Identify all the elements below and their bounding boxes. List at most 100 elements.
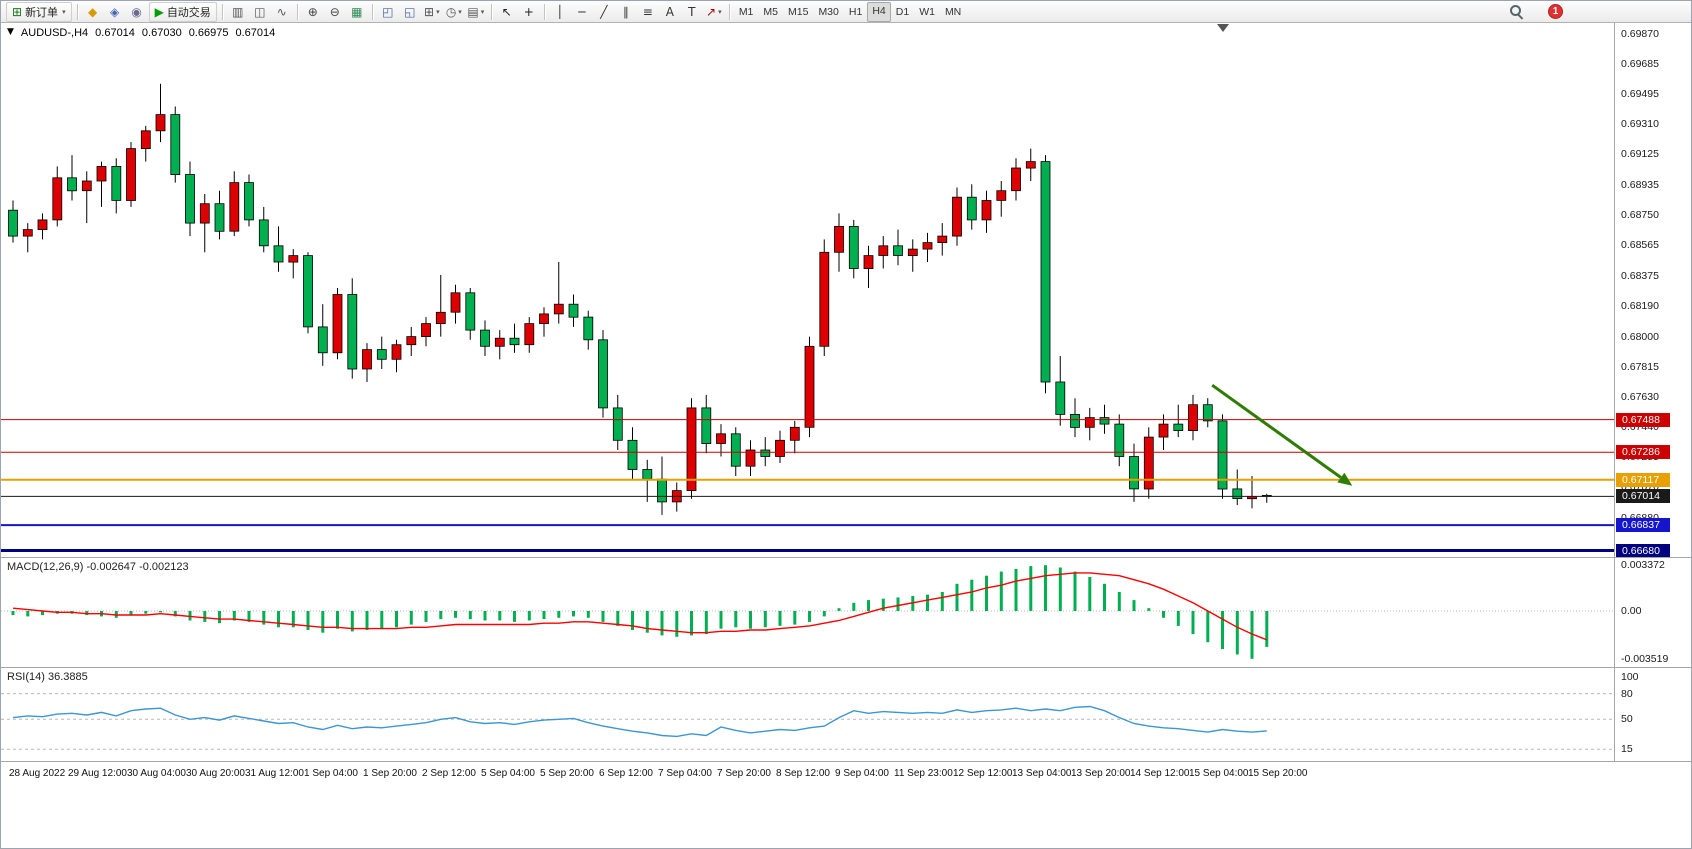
candle-body: [612, 407, 623, 441]
tile-windows-button[interactable]: ◰: [378, 3, 398, 21]
candle-body: [553, 303, 564, 315]
macd-histogram-bar: [999, 571, 1003, 611]
candle-body: [199, 203, 210, 224]
macd-histogram-bar: [1073, 571, 1077, 611]
fibonacci-button[interactable]: ≡: [638, 3, 658, 21]
macd-histogram-bar: [1014, 568, 1018, 611]
candle-body: [686, 407, 697, 491]
search-icon[interactable]: [1509, 4, 1524, 19]
timeframe-m1[interactable]: M1: [738, 5, 754, 18]
notification-badge[interactable]: 1: [1548, 4, 1563, 19]
arrows-icon: ↗: [706, 4, 717, 19]
macd-canvas[interactable]: [1, 558, 1614, 668]
main-chart-canvas[interactable]: [1, 23, 1614, 557]
candle-body: [745, 449, 756, 467]
candle-body: [981, 200, 992, 221]
new-chart-button[interactable]: ⊞ ▾: [422, 3, 442, 21]
price-level-badge: 0.66837: [1616, 518, 1670, 532]
timeframe-m5[interactable]: M5: [763, 5, 778, 18]
macd-histogram-bar: [513, 611, 516, 622]
timeframe-m30[interactable]: M30: [818, 5, 839, 18]
timeframe-mn[interactable]: MN: [944, 5, 962, 18]
vertical-line-icon: │: [556, 4, 564, 19]
price-axis: 0.69870 0.69685 0.69495 0.69310 0.69125 0.689…: [1614, 23, 1691, 558]
price-axis-label: 0.69685: [1621, 58, 1659, 70]
candle-body: [893, 245, 903, 256]
candle-body: [450, 292, 461, 313]
macd-histogram-bar: [1044, 565, 1047, 611]
macd-histogram-bar: [1250, 611, 1254, 659]
macd-name: MACD(12,26,9): [7, 561, 84, 573]
candle-body: [126, 148, 136, 201]
tile-grid-button[interactable]: ▦: [347, 3, 367, 21]
timeframe-m15[interactable]: M15: [788, 5, 809, 18]
candle-body: [716, 433, 726, 444]
candle-body: [1202, 404, 1213, 422]
timeframe-w1[interactable]: W1: [919, 5, 935, 18]
templates-button[interactable]: ▤ ▾: [466, 3, 486, 21]
bar-chart-mode-button[interactable]: ▥: [228, 3, 248, 21]
collapse-icon[interactable]: ▼: [7, 27, 14, 37]
terminal-button[interactable]: ◉: [127, 3, 147, 21]
rsi-name: RSI(14): [7, 671, 45, 683]
toolbar-separator: [221, 3, 223, 20]
candle-chart-mode-button[interactable]: ◫: [250, 3, 270, 21]
toolbar-separator: [296, 3, 298, 20]
candle-body: [37, 219, 48, 230]
candle-body: [1070, 413, 1080, 428]
zoom-out-icon: ⊖: [329, 4, 340, 19]
new-order-button[interactable]: ⊞ 新订单 ▾: [6, 1, 72, 22]
zoom-out-button[interactable]: ⊖: [325, 3, 345, 21]
candle-body: [1143, 436, 1154, 490]
equidistant-channel-button[interactable]: ∥: [616, 3, 636, 21]
crosshair-button[interactable]: +: [519, 3, 539, 21]
macd-histogram-bar: [1132, 600, 1136, 611]
macd-signal-line: [12, 572, 1268, 641]
price-axis-label: 0.68935: [1621, 179, 1659, 191]
candle-body: [273, 245, 284, 263]
chart-shift-marker[interactable]: [1217, 24, 1229, 32]
cursor-button[interactable]: ↖: [497, 3, 517, 21]
candle-body: [922, 242, 933, 250]
new-chart-icon: ⊞: [424, 4, 435, 19]
candle-body: [258, 219, 269, 247]
candle-body: [214, 203, 225, 232]
macd-panel[interactable]: MACD(12,26,9) -0.002647 -0.002123: [1, 557, 1614, 667]
macd-histogram-bar: [277, 611, 280, 628]
candle-body: [509, 337, 520, 346]
timeframe-h1[interactable]: H1: [848, 5, 863, 18]
zoom-in-button[interactable]: ⊕: [303, 3, 323, 21]
trend-arrow-line[interactable]: [1211, 383, 1342, 479]
timeframe-h4[interactable]: H4: [867, 1, 891, 22]
time-axis-label: 13 Sep 20:00: [1071, 768, 1131, 779]
navigator-button[interactable]: ◈: [105, 3, 125, 21]
auto-trading-button[interactable]: ▶ 自动交易: [148, 1, 217, 22]
arrows-button[interactable]: ↗ ▾: [704, 3, 724, 21]
price-chart-panel[interactable]: ▼ AUDUSD-,H4 0.67014 0.67030 0.66975 0.6…: [1, 23, 1614, 557]
timeframe-d1[interactable]: D1: [895, 5, 910, 18]
trendline-button[interactable]: ╱: [594, 3, 614, 21]
macd-histogram-bar: [852, 602, 856, 611]
main-toolbar: ⊞ 新订单 ▾ ◆ ◈ ◉ ▶ 自动交易 ▥ ◫ ∿ ⊕ ⊖ ▦ ◰ ◱ ⊞ ▾ ◷ ▾ ▤ ▾ ↖ + │ ─ ╱ ∥ ≡ A T ↗ ▾ M1…: [1, 1, 1691, 23]
time-axis-label: 30 Aug 20:00: [186, 768, 245, 779]
rsi-canvas[interactable]: [1, 668, 1614, 762]
vertical-line-button[interactable]: │: [550, 3, 570, 21]
horizontal-line-button[interactable]: ─: [572, 3, 592, 21]
candlestick-plus-icon: ⊞: [12, 4, 23, 19]
text-label-button[interactable]: T: [682, 3, 702, 21]
time-axis-label: 13 Sep 04:00: [1012, 768, 1072, 779]
time-axis-label: 12 Sep 12:00: [953, 768, 1013, 779]
macd-histogram-bar: [203, 611, 207, 622]
candle-body: [834, 225, 844, 253]
candle-body: [730, 433, 741, 467]
macd-histogram-bar: [218, 611, 221, 624]
chevron-down-icon: ▾: [718, 7, 722, 16]
market-watch-button[interactable]: ◆: [83, 3, 103, 21]
periods-button[interactable]: ◷ ▾: [444, 3, 464, 21]
text-button[interactable]: A: [660, 3, 680, 21]
rsi-panel[interactable]: RSI(14) 36.3885: [1, 667, 1614, 761]
cascade-windows-button[interactable]: ◱: [400, 3, 420, 21]
line-chart-mode-button[interactable]: ∿: [272, 3, 292, 21]
time-axis[interactable]: 28 Aug 2022 29 Aug 12:00 30 Aug 04:00 30 Au…: [1, 761, 1691, 787]
trend-arrow-head[interactable]: [1337, 472, 1353, 486]
